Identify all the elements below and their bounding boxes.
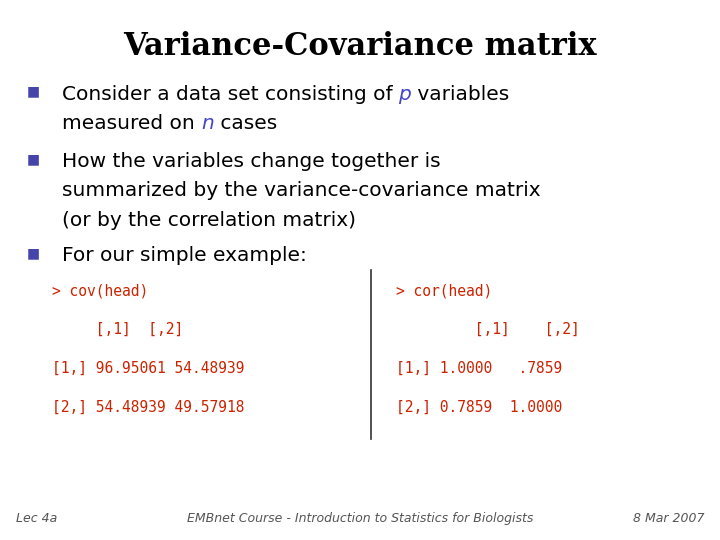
Text: p: p [398,85,411,104]
Text: Consider a data set consisting of: Consider a data set consisting of [63,85,400,104]
Text: n: n [201,114,214,133]
Text: How the variables change together is: How the variables change together is [63,152,441,171]
Text: ■: ■ [27,85,40,99]
Text: [2,] 0.7859  1.0000: [2,] 0.7859 1.0000 [396,400,562,415]
Text: cases: cases [214,114,277,133]
Text: [1,] 96.95061 54.48939: [1,] 96.95061 54.48939 [52,361,244,376]
Text: ■: ■ [27,152,40,166]
Text: [1,] 1.0000   .7859: [1,] 1.0000 .7859 [396,361,562,376]
Text: (or by the correlation matrix): (or by the correlation matrix) [63,211,356,230]
Text: measured on: measured on [63,114,202,133]
Text: [2,] 54.48939 49.57918: [2,] 54.48939 49.57918 [52,400,244,415]
Text: ■: ■ [27,246,40,260]
Text: summarized by the variance-covariance matrix: summarized by the variance-covariance ma… [63,181,541,200]
Text: Variance-Covariance matrix: Variance-Covariance matrix [123,31,597,62]
Text: variables: variables [410,85,509,104]
Text: > cor(head): > cor(head) [396,284,492,299]
Text: EMBnet Course - Introduction to Statistics for Biologists: EMBnet Course - Introduction to Statisti… [186,512,534,525]
Text: 8 Mar 2007: 8 Mar 2007 [633,512,704,525]
Text: > cov(head): > cov(head) [52,284,148,299]
Text: [,1]  [,2]: [,1] [,2] [52,322,183,337]
Text: [,1]    [,2]: [,1] [,2] [396,322,580,337]
Text: Lec 4a: Lec 4a [16,512,57,525]
Text: For our simple example:: For our simple example: [63,246,307,265]
